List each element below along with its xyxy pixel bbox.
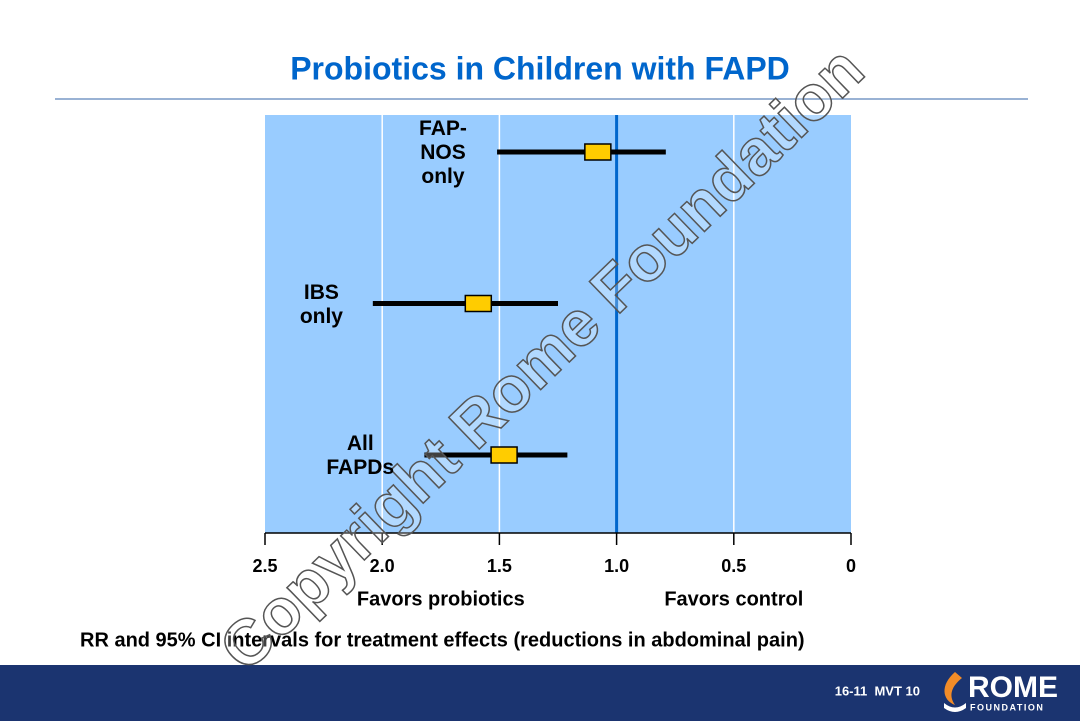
x-tick-label: 0.5: [721, 556, 746, 576]
slide-id: 16-11 MVT 10: [835, 683, 920, 698]
x-tick-label: 2.0: [370, 556, 395, 576]
x-tick-label: 1.5: [487, 556, 512, 576]
chart-title: Probiotics in Children with FAPD: [290, 50, 790, 86]
category-label: IBS only: [299, 280, 343, 328]
caption: RR and 95% CI intervals for treatment ef…: [80, 629, 805, 651]
x-tick-label: 1.0: [604, 556, 629, 576]
logo-flame: [944, 672, 962, 705]
point-estimate: [490, 446, 518, 464]
category-label: All FAPDs: [326, 432, 395, 479]
footer-bar: [0, 665, 1080, 721]
annotation: Favors probiotics: [357, 588, 525, 610]
category-label: FAP-NOS only: [419, 117, 467, 188]
plot-area: [265, 115, 851, 533]
point-estimate: [464, 294, 493, 313]
logo-sub: FOUNDATION: [970, 702, 1044, 712]
logo: ROME: [968, 671, 1058, 704]
logo-cup: [944, 703, 966, 712]
point-estimate: [584, 143, 612, 161]
x-tick-label: 2.5: [252, 556, 277, 576]
x-tick-label: 0: [846, 556, 856, 576]
annotation: Favors control: [664, 588, 803, 610]
